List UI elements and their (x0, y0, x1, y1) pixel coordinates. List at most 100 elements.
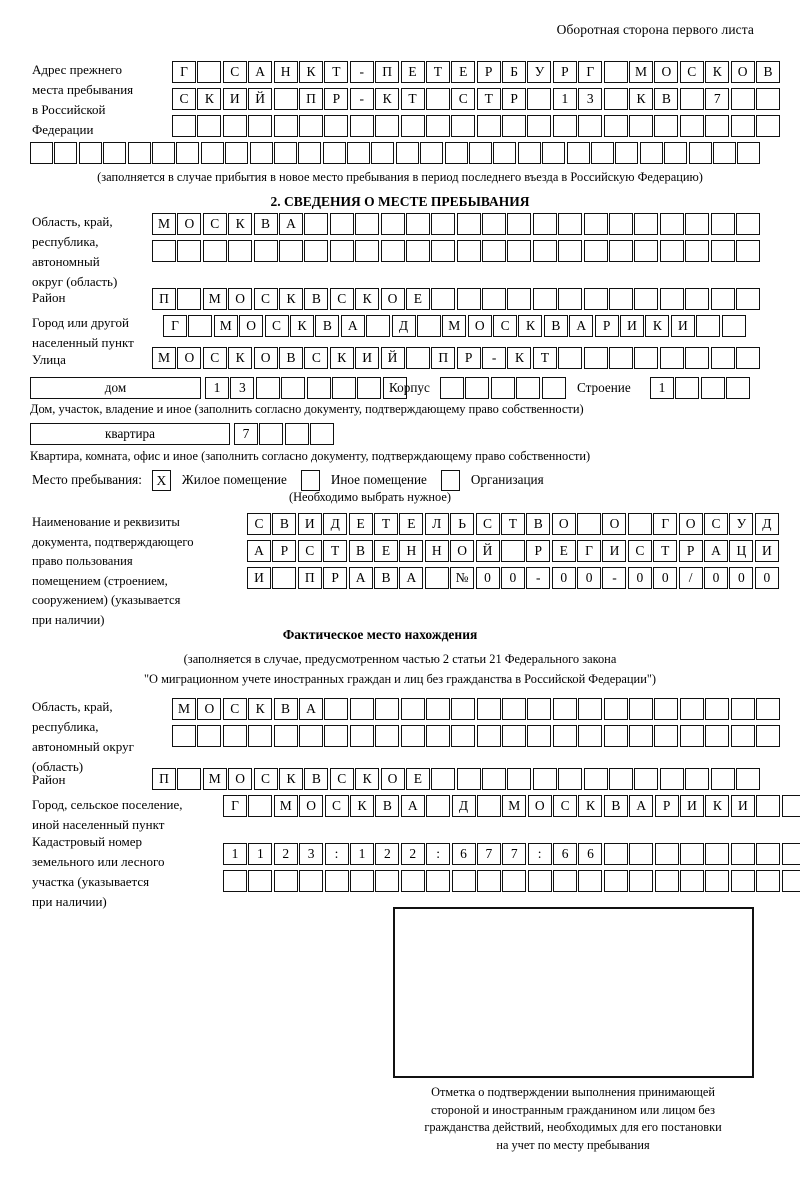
section2-street-cell-18[interactable] (583, 347, 608, 369)
prev-address-r3-cell-23[interactable] (730, 115, 755, 137)
actual-district-cell-23[interactable] (710, 768, 735, 790)
actual-region-r2-cell-1[interactable] (172, 725, 196, 747)
actual-region-r2-cell-14[interactable] (502, 725, 527, 747)
section2-street-cell-14[interactable]: - (482, 347, 507, 369)
section2-region-r1-cell-13[interactable] (456, 213, 481, 235)
section2-region-r1-cell-5[interactable]: В (253, 213, 278, 235)
prev-address-r4-cell-24[interactable] (590, 142, 614, 164)
prev-address-r1-cell-24[interactable]: В (755, 61, 780, 83)
section2-region-r1-cell-12[interactable] (431, 213, 456, 235)
prev-address-r3-cell-22[interactable] (705, 115, 730, 137)
document-r1-cell-18[interactable]: О (678, 513, 703, 535)
prev-address-r1-cell-1[interactable]: Г (172, 61, 196, 83)
section2-region-r2-cell-11[interactable] (405, 240, 430, 262)
actual-district-cell-11[interactable]: Е (405, 768, 430, 790)
section2-region-r2-cell-19[interactable] (609, 240, 634, 262)
document-r3-cell-11[interactable]: 0 (500, 567, 525, 589)
section2-region-r1-cell-8[interactable] (329, 213, 354, 235)
section2-district-cell-12[interactable] (431, 288, 456, 310)
actual-district-cell-18[interactable] (583, 768, 608, 790)
section2-district-cell-13[interactable] (456, 288, 481, 310)
prev-address-r4-cell-29[interactable] (712, 142, 736, 164)
section2-street-cell-22[interactable] (685, 347, 710, 369)
prev-address-r1-cell-5[interactable]: Н (273, 61, 298, 83)
section2-region-r2-cell-6[interactable] (278, 240, 303, 262)
flat-number-cells[interactable]: 7 (234, 423, 336, 445)
prev-address-r4-cell-18[interactable] (444, 142, 468, 164)
actual-city-cell-20[interactable]: К (705, 795, 730, 817)
actual-region-r2-cell-8[interactable] (349, 725, 374, 747)
actual-region-r2-cell-10[interactable] (400, 725, 425, 747)
actual-region-r2-cell-4[interactable] (248, 725, 273, 747)
prev-address-r4-cell-16[interactable] (395, 142, 419, 164)
document-r2-cell-13[interactable]: Е (551, 540, 576, 562)
prev-address-r1-cell-10[interactable]: Е (400, 61, 425, 83)
actual-district-cell-3[interactable]: М (202, 768, 227, 790)
section2-city-cell-20[interactable]: К (645, 315, 670, 337)
document-r1-cell-16[interactable] (627, 513, 652, 535)
document-r1-cell-19[interactable]: С (704, 513, 729, 535)
prev-address-r3-cell-1[interactable] (172, 115, 196, 137)
actual-city-cell-10[interactable]: Д (451, 795, 476, 817)
actual-region-r2-cell-15[interactable] (527, 725, 552, 747)
section2-city-cell-2[interactable] (188, 315, 213, 337)
document-r2-cell-8[interactable]: Н (424, 540, 449, 562)
document-r3-cell-1[interactable]: И (247, 567, 271, 589)
actual-region-r1-cell-13[interactable] (476, 698, 501, 720)
actual-region-row-2[interactable] (172, 725, 781, 747)
actual-region-r2-cell-16[interactable] (552, 725, 577, 747)
cadastral-r2-cell-1[interactable] (223, 870, 247, 892)
stay-option-2-checkbox[interactable] (300, 469, 320, 491)
prev-address-r3-cell-7[interactable] (324, 115, 349, 137)
section2-street-cell-19[interactable] (609, 347, 634, 369)
document-r1-cell-12[interactable]: В (526, 513, 551, 535)
cadastral-r2-cell-5[interactable] (324, 870, 349, 892)
document-r3-cell-3[interactable]: П (297, 567, 322, 589)
section2-city-cell-3[interactable]: М (213, 315, 238, 337)
actual-region-r2-cell-7[interactable] (324, 725, 349, 747)
prev-address-r2-cell-7[interactable]: Р (324, 88, 349, 110)
document-r2-cell-20[interactable]: Ц (729, 540, 754, 562)
prev-address-r1-cell-17[interactable]: Г (578, 61, 603, 83)
prev-address-r3-cell-9[interactable] (375, 115, 400, 137)
prev-address-r2-cell-6[interactable]: П (298, 88, 323, 110)
actual-city-cell-21[interactable]: И (730, 795, 755, 817)
house-cell-1[interactable]: 1 (205, 377, 229, 399)
section2-region-r2-cell-20[interactable] (634, 240, 659, 262)
actual-district-cell-6[interactable]: К (278, 768, 303, 790)
cadastral-r1-cell-3[interactable]: 2 (273, 843, 298, 865)
prev-address-row-3[interactable] (172, 115, 781, 137)
section2-city-cell-17[interactable]: А (569, 315, 594, 337)
prev-address-r3-cell-24[interactable] (755, 115, 780, 137)
korpus-cells[interactable] (440, 377, 567, 399)
document-r3-cell-10[interactable]: 0 (475, 567, 500, 589)
cadastral-r1-cell-13[interactable]: : (527, 843, 552, 865)
section2-region-r2-cell-8[interactable] (329, 240, 354, 262)
section2-city-cell-19[interactable]: И (620, 315, 645, 337)
section2-city-cell-9[interactable] (366, 315, 391, 337)
actual-region-r2-cell-20[interactable] (654, 725, 679, 747)
stay-option-3-checkbox[interactable] (440, 469, 460, 491)
document-r2-cell-2[interactable]: Р (272, 540, 297, 562)
actual-district-cell-12[interactable] (431, 768, 456, 790)
stroenie-cell-4[interactable] (726, 377, 751, 399)
stroenie-cells[interactable]: 1 (650, 377, 752, 399)
section2-district-cell-2[interactable] (177, 288, 202, 310)
section2-district-cell-18[interactable] (583, 288, 608, 310)
actual-region-r1-cell-6[interactable]: А (298, 698, 323, 720)
actual-region-r1-cell-21[interactable] (679, 698, 704, 720)
actual-district-cell-1[interactable]: П (152, 768, 176, 790)
prev-address-r2-cell-21[interactable] (679, 88, 704, 110)
section2-city-cell-12[interactable]: М (442, 315, 467, 337)
cadastral-r1-cell-2[interactable]: 1 (248, 843, 273, 865)
prev-address-r1-cell-20[interactable]: О (654, 61, 679, 83)
actual-city-cell-18[interactable]: Р (654, 795, 679, 817)
cadastral-r1-cell-11[interactable]: 7 (476, 843, 501, 865)
section2-region-r1-cell-4[interactable]: К (228, 213, 253, 235)
cadastral-r2-cell-19[interactable] (680, 870, 705, 892)
prev-address-r2-cell-16[interactable]: 1 (552, 88, 577, 110)
prev-address-r4-cell-10[interactable] (249, 142, 273, 164)
document-r1-cell-21[interactable]: Д (754, 513, 779, 535)
